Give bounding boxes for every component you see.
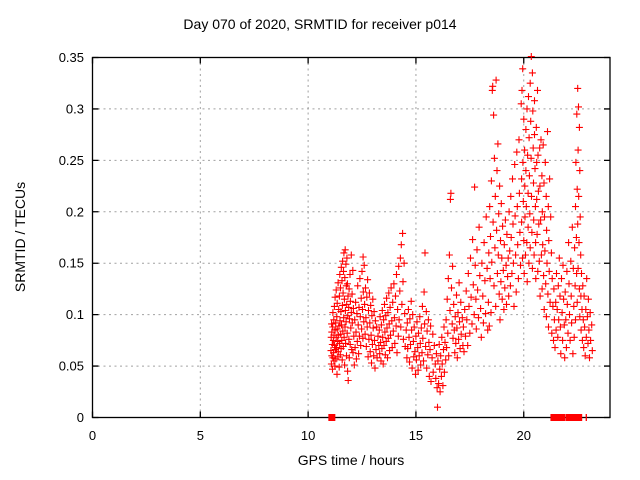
svg-text:0.15: 0.15: [59, 256, 84, 271]
svg-text:0.05: 0.05: [59, 359, 84, 374]
x-axis-label: GPS time / hours: [297, 452, 405, 468]
zero-square-marker: [328, 414, 336, 421]
zero-square-marker: [574, 414, 582, 421]
svg-text:0.1: 0.1: [66, 307, 84, 322]
svg-text:0: 0: [77, 410, 84, 425]
svg-text:5: 5: [197, 428, 204, 443]
zero-square-marker: [567, 414, 575, 421]
svg-text:20: 20: [517, 428, 531, 443]
scatter-points: [327, 53, 596, 411]
svg-text:0.3: 0.3: [66, 101, 84, 116]
zero-square-marker: [558, 414, 566, 421]
svg-text:0.25: 0.25: [59, 153, 84, 168]
svg-text:15: 15: [409, 428, 423, 443]
chart-title: Day 070 of 2020, SRMTID for receiver p01…: [183, 16, 457, 32]
svg-text:0.2: 0.2: [66, 204, 84, 219]
svg-text:0: 0: [89, 428, 96, 443]
svg-text:10: 10: [301, 428, 315, 443]
svg-text:0.35: 0.35: [59, 50, 84, 65]
